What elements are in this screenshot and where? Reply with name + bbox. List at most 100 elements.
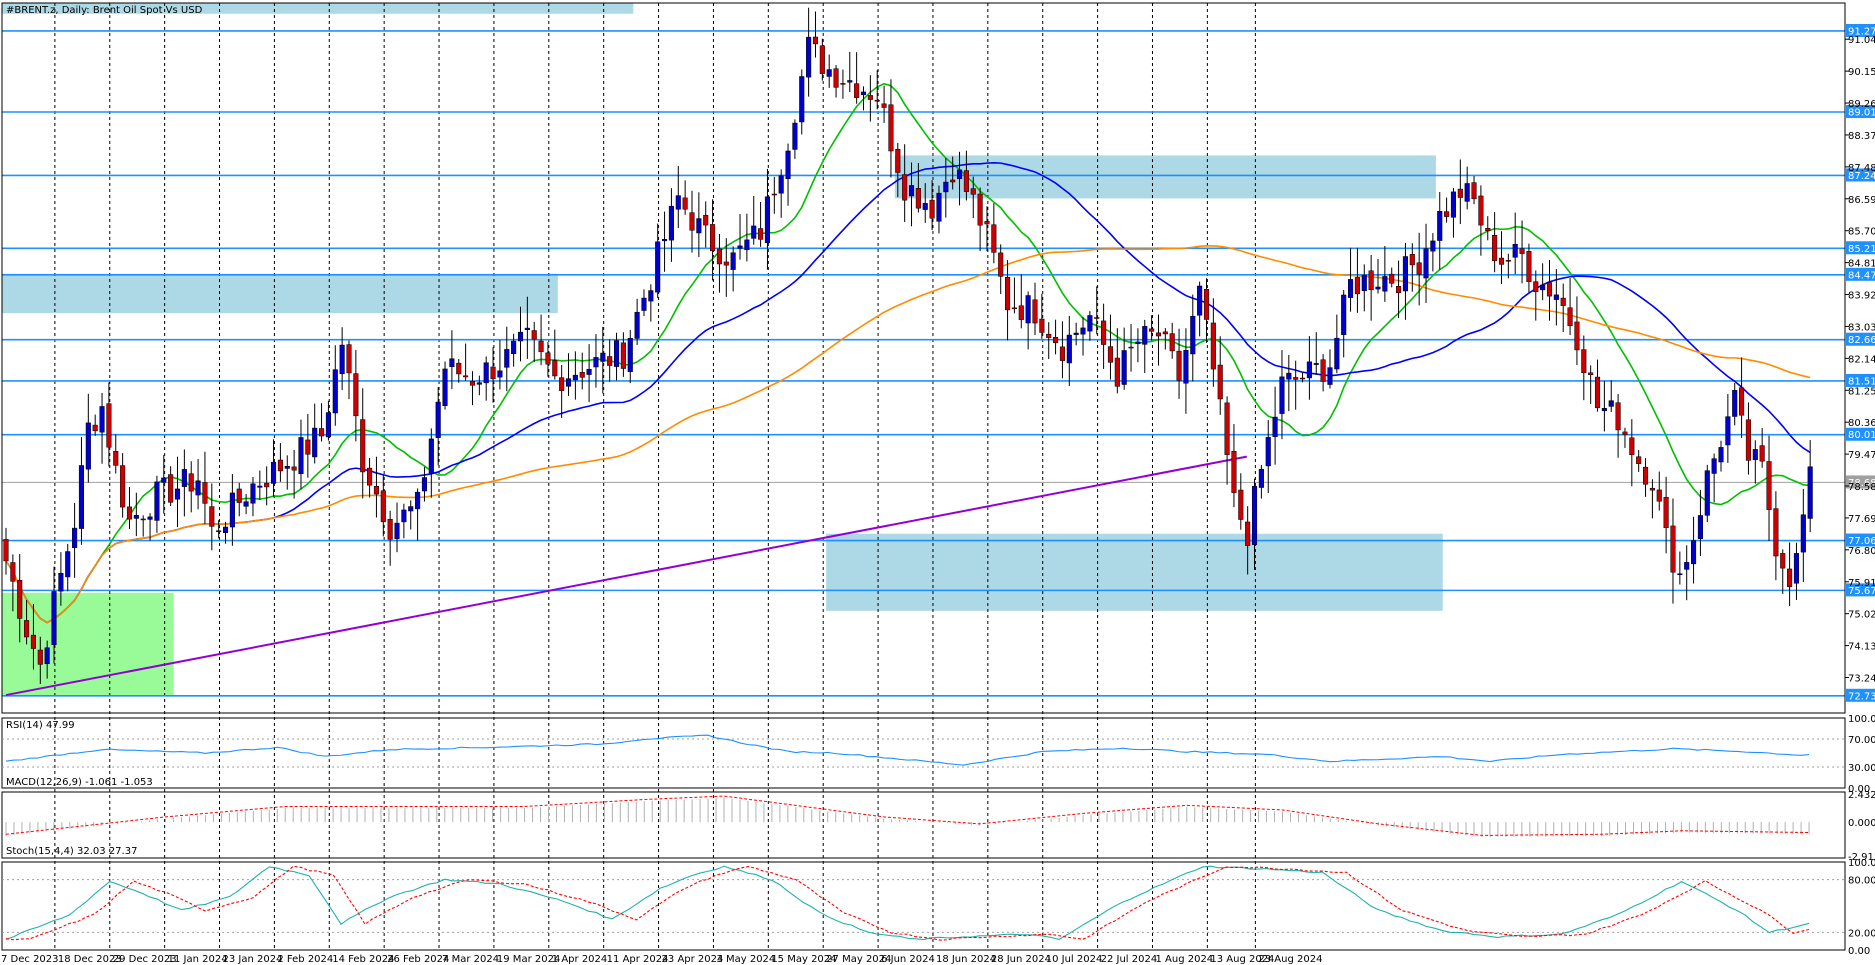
date-label: 7 Dec 2023 [1, 954, 59, 965]
candle-bull [44, 647, 50, 665]
candle-bull [476, 382, 482, 385]
level-tag [1846, 533, 1875, 547]
candle-bull [1718, 447, 1724, 463]
candle-bear [991, 224, 997, 253]
price-tick-label: 76.80 [1848, 546, 1875, 557]
candle-bear [367, 467, 373, 486]
stoch-tick-label: 80.00 [1848, 876, 1875, 887]
date-label: 23 Apr 2024 [662, 954, 724, 965]
date-label: 7 Mar 2024 [442, 954, 499, 965]
candle-bull [1121, 350, 1127, 385]
candle-bear [1663, 497, 1669, 529]
candle-bear [1739, 387, 1745, 416]
level-tag [1846, 168, 1875, 182]
candle-bear [236, 488, 242, 503]
candle-bull [572, 374, 578, 381]
rsi-line [5, 734, 1810, 766]
candle-bull [524, 327, 530, 330]
candle-bull [1382, 276, 1388, 292]
date-label: 3 May 2024 [716, 954, 775, 965]
candle-bear [833, 68, 839, 88]
candle-bear [1032, 299, 1038, 324]
candle-bear [1217, 364, 1223, 400]
candle-bear [716, 248, 722, 265]
level-value: 75.67 [1848, 586, 1875, 597]
candle-bull [1732, 390, 1738, 417]
date-label: 1 Apr 2024 [552, 954, 607, 965]
candle-bear [490, 366, 496, 380]
candle-bull [1306, 361, 1312, 379]
candle-bear [1773, 508, 1779, 557]
candle-bull [600, 352, 606, 362]
candle-bear [1155, 332, 1162, 337]
candle-bull [408, 506, 414, 512]
candle-bear [545, 352, 551, 365]
rsi-tick-label: 70.00 [1848, 735, 1875, 746]
price-tick-label: 85.70 [1848, 227, 1875, 238]
candles [3, 7, 1813, 684]
candle-bull [332, 369, 338, 414]
candle-bull [1334, 337, 1340, 370]
candle-bull [1135, 341, 1141, 344]
candle-bull [1327, 367, 1333, 385]
candle-bear [17, 580, 23, 619]
candle-bull [1677, 573, 1683, 576]
candle-bear [552, 360, 558, 377]
trendline [5, 455, 1247, 697]
candle-bull [1313, 363, 1319, 365]
level-value: 72.73 [1848, 691, 1875, 702]
candle-bull [1265, 437, 1271, 467]
candle-bull [1066, 334, 1072, 364]
candle-bear [126, 506, 133, 520]
price-tick-label: 75.02 [1848, 610, 1875, 621]
candle-bull [1725, 416, 1731, 446]
candle-bear [963, 170, 969, 192]
candle-bear [1039, 318, 1045, 333]
candle-bear [915, 188, 921, 209]
candle-bull [325, 412, 331, 438]
ma-fast-line [25, 82, 1811, 624]
candle-bear [1780, 553, 1786, 569]
candle-bear [1094, 317, 1100, 319]
candle-bull [339, 344, 345, 375]
level-value: 84.47 [1848, 270, 1875, 281]
candle-bear [538, 340, 544, 353]
candle-bear [373, 486, 379, 495]
candle-bear [1636, 456, 1642, 464]
candle-bear [1245, 521, 1251, 546]
candle-bear [106, 403, 112, 448]
level-value: 91.27 [1848, 26, 1875, 37]
candle-bull [1601, 408, 1607, 412]
price-tick-label: 73.24 [1848, 674, 1875, 685]
price-tick-label: 87.48 [1848, 163, 1875, 174]
date-label: 29 Dec 2023 [113, 954, 177, 965]
candle-bull [1087, 315, 1093, 332]
candle-bear [1053, 336, 1059, 344]
candle-bear [1149, 328, 1155, 332]
candle-bear [1114, 357, 1120, 387]
candle-bear [531, 330, 537, 340]
candle-bull [174, 488, 181, 500]
candle-bull [222, 526, 229, 534]
candle-bear [881, 103, 887, 108]
candle-bull [792, 122, 798, 150]
date-label: 10 Jul 2024 [1046, 954, 1103, 965]
date-label: 28 Jun 2024 [991, 954, 1051, 965]
level-tag [1846, 241, 1875, 255]
rsi-tick-label: 100.00 [1848, 714, 1875, 725]
level-tag [1846, 427, 1875, 441]
candle-bear [970, 188, 976, 195]
candle-bull [675, 195, 681, 210]
level-tag [1846, 373, 1875, 387]
candle-bear [984, 221, 990, 225]
candle-bull [1142, 326, 1148, 345]
candle-bull [284, 465, 290, 469]
stoch-tick-label: 0.00 [1848, 946, 1870, 957]
price-tick-label: 89.26 [1848, 99, 1875, 110]
candle-bull [147, 516, 153, 520]
candle-bull [1190, 315, 1196, 355]
candle-bear [977, 193, 983, 226]
macd-tick-label: 0.000 [1848, 818, 1875, 829]
level-tag [1846, 688, 1875, 702]
date-label: 18 Jun 2024 [936, 954, 996, 965]
